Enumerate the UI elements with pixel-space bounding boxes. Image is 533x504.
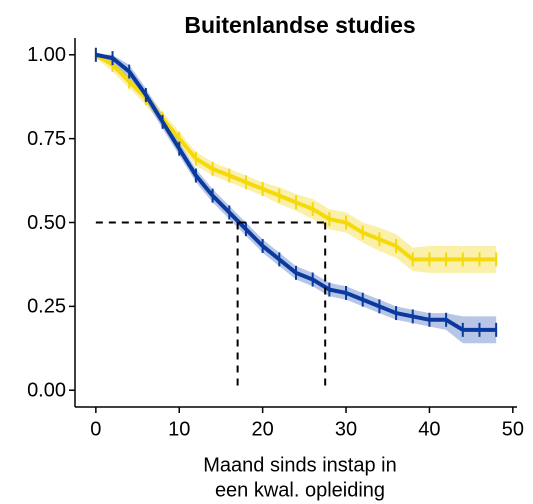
x-tick-label: 0 <box>90 418 101 440</box>
survival-line <box>94 53 497 262</box>
x-tick-label: 40 <box>418 418 440 440</box>
x-tick-label: 20 <box>252 418 274 440</box>
y-tick-label: 0.50 <box>27 212 66 234</box>
y-tick-label: 0.25 <box>27 296 66 318</box>
survival-line <box>95 52 497 332</box>
x-tick-label: 10 <box>168 418 190 440</box>
y-tick-label: 1.00 <box>27 44 66 66</box>
x-tick-label: 50 <box>502 418 524 440</box>
x-tick-label: 30 <box>335 418 357 440</box>
y-tick-label: 0.75 <box>27 128 66 150</box>
x-axis-label: een kwal. opleiding <box>215 479 385 501</box>
chart-title: Buitenlandse studies <box>184 12 415 38</box>
y-tick-label: 0.00 <box>27 380 66 402</box>
x-axis-label: Maand sinds instap in <box>203 454 396 476</box>
